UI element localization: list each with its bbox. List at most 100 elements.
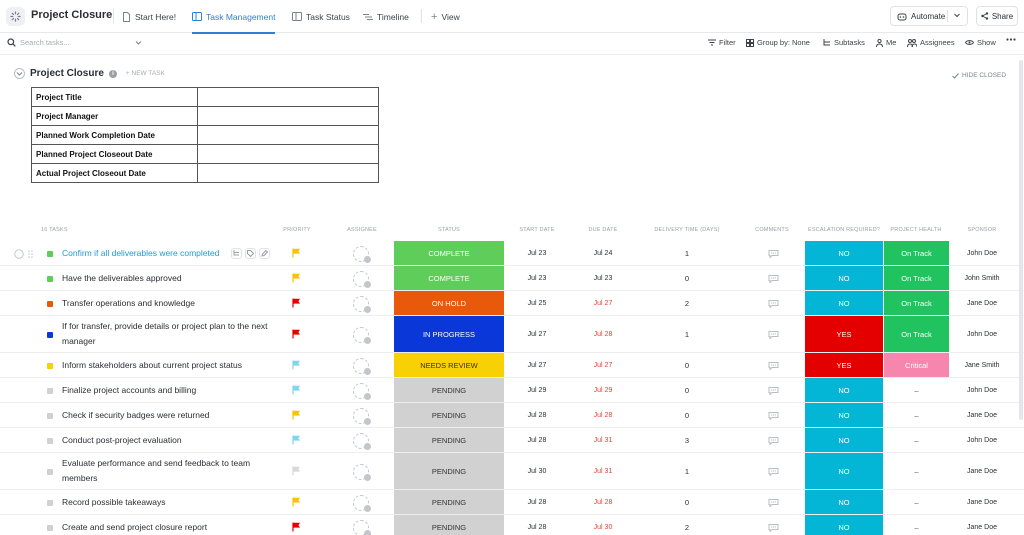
start-date[interactable]: Jul 23 <box>527 274 547 282</box>
table-row[interactable]: Check if security badges were returned PE… <box>0 403 1024 428</box>
start-date[interactable]: Jul 27 <box>527 361 547 369</box>
column-due-date[interactable]: DUE DATE <box>588 227 618 233</box>
due-date[interactable]: Jul 31 <box>593 436 613 444</box>
info-value[interactable] <box>197 106 379 126</box>
task-name[interactable]: Inform stakeholders about current projec… <box>62 360 243 370</box>
priority-flag-icon[interactable] <box>292 466 301 478</box>
status-badge[interactable]: PENDING <box>394 515 504 535</box>
task-name[interactable]: Create and send project closure report <box>62 522 208 532</box>
subtasks-button[interactable]: Subtasks <box>823 38 865 47</box>
priority-flag-icon[interactable] <box>292 497 301 509</box>
comment-icon[interactable] <box>768 467 779 478</box>
project-health-badge[interactable]: On Track <box>884 291 949 315</box>
delivery-time[interactable]: 3 <box>684 436 690 445</box>
project-health-badge[interactable]: On Track <box>884 266 949 290</box>
start-date[interactable]: Jul 28 <box>527 411 547 419</box>
start-date[interactable]: Jul 27 <box>527 330 547 338</box>
due-date[interactable]: Jul 28 <box>593 498 613 506</box>
column-sponsor[interactable]: SPONSOR <box>967 227 997 233</box>
table-row[interactable]: Conduct post-project evaluation PENDING Ju… <box>0 428 1024 453</box>
table-row[interactable]: Have the deliverables approved COMPLETE Ju… <box>0 266 1024 291</box>
status-square-icon[interactable] <box>47 499 53 506</box>
tag-icon[interactable] <box>245 247 256 259</box>
status-badge[interactable]: PENDING <box>394 378 504 402</box>
project-health-badge[interactable]: – <box>914 385 919 395</box>
priority-flag-icon[interactable] <box>292 435 301 447</box>
status-square-icon[interactable] <box>47 468 53 475</box>
collapse-toggle[interactable] <box>14 68 25 79</box>
assignee-avatar-icon[interactable] <box>353 432 371 450</box>
sponsor[interactable]: John Doe <box>967 386 997 394</box>
due-date[interactable]: Jul 24 <box>593 249 613 257</box>
chevron-down-icon[interactable] <box>135 40 142 46</box>
task-name[interactable]: Check if security badges were returned <box>62 410 210 420</box>
sponsor[interactable]: John Doe <box>967 330 997 338</box>
assignee-avatar-icon[interactable] <box>353 407 371 425</box>
status-square-icon[interactable] <box>47 437 53 444</box>
project-health-badge[interactable]: On Track <box>884 316 949 352</box>
assignee-avatar-icon[interactable] <box>353 245 371 263</box>
status-badge[interactable]: COMPLETE <box>394 241 504 265</box>
assignee-avatar-icon[interactable] <box>353 382 371 400</box>
status-square-icon[interactable] <box>47 250 53 257</box>
priority-flag-icon[interactable] <box>292 360 301 372</box>
search-input[interactable]: Search tasks... <box>7 38 70 47</box>
project-health-badge[interactable]: Critical <box>884 353 949 377</box>
hide-closed-toggle[interactable]: HIDE CLOSED <box>952 72 1006 79</box>
info-value[interactable] <box>197 163 379 183</box>
project-health-badge[interactable]: – <box>914 435 919 445</box>
task-name[interactable]: Record possible takeaways <box>62 497 166 507</box>
project-health-badge[interactable]: On Track <box>884 241 949 265</box>
sponsor[interactable]: Jane Doe <box>967 299 997 307</box>
start-date[interactable]: Jul 28 <box>527 523 547 531</box>
assignee-avatar-icon[interactable] <box>353 519 371 535</box>
tab-task-status[interactable]: Task Status <box>292 0 350 33</box>
chevron-down-icon[interactable] <box>953 11 961 19</box>
escalation-badge[interactable]: YES <box>805 353 883 377</box>
task-name[interactable]: Finalize project accounts and billing <box>62 385 197 395</box>
status-badge[interactable]: PENDING <box>394 453 504 489</box>
status-badge[interactable]: IN PROGRESS <box>394 316 504 352</box>
comment-icon[interactable] <box>768 386 779 397</box>
project-health-badge[interactable]: – <box>914 497 919 507</box>
more-options-icon[interactable] <box>1006 38 1016 41</box>
delivery-time[interactable]: 0 <box>684 361 690 370</box>
delivery-time[interactable]: 1 <box>684 249 690 258</box>
info-value[interactable] <box>197 87 379 107</box>
status-badge[interactable]: COMPLETE <box>394 266 504 290</box>
task-name[interactable]: Transfer operations and knowledge <box>62 298 195 308</box>
due-date[interactable]: Jul 29 <box>593 386 613 394</box>
due-date[interactable]: Jul 30 <box>593 523 613 531</box>
delivery-time[interactable]: 1 <box>684 330 690 339</box>
start-date[interactable]: Jul 28 <box>527 498 547 506</box>
assignees-button[interactable]: Assignees <box>907 38 955 47</box>
column-project-health[interactable]: PROJECT HEALTH <box>890 227 942 233</box>
delivery-time[interactable]: 0 <box>684 274 690 283</box>
delivery-time[interactable]: 0 <box>684 498 690 507</box>
status-square-icon[interactable] <box>47 331 53 338</box>
comment-icon[interactable] <box>768 411 779 422</box>
list-spinner-icon[interactable] <box>6 7 25 26</box>
priority-flag-icon[interactable] <box>292 385 301 397</box>
escalation-badge[interactable]: YES <box>805 316 883 352</box>
comment-icon[interactable] <box>768 361 779 372</box>
status-square-icon[interactable] <box>47 412 53 419</box>
status-badge[interactable]: PENDING <box>394 403 504 427</box>
due-date[interactable]: Jul 31 <box>593 467 613 475</box>
due-date[interactable]: Jul 28 <box>593 330 613 338</box>
assignee-avatar-icon[interactable] <box>353 326 371 344</box>
status-square-icon[interactable] <box>47 300 53 307</box>
group-by-button[interactable]: Group by: None <box>746 38 810 47</box>
assignee-avatar-icon[interactable] <box>353 357 371 375</box>
escalation-badge[interactable]: NO <box>805 490 883 514</box>
priority-flag-icon[interactable] <box>292 248 301 260</box>
delivery-time[interactable]: 0 <box>684 386 690 395</box>
sponsor[interactable]: John Smith <box>964 274 1000 282</box>
status-square-icon[interactable] <box>47 362 53 369</box>
column-assignee[interactable]: ASSIGNEE <box>347 227 377 233</box>
show-button[interactable]: Show <box>965 38 996 47</box>
filter-button[interactable]: Filter <box>708 38 736 47</box>
sponsor[interactable]: Jane Doe <box>967 498 997 506</box>
sponsor[interactable]: John Doe <box>967 249 997 257</box>
tab-timeline[interactable]: Timeline <box>363 0 409 33</box>
